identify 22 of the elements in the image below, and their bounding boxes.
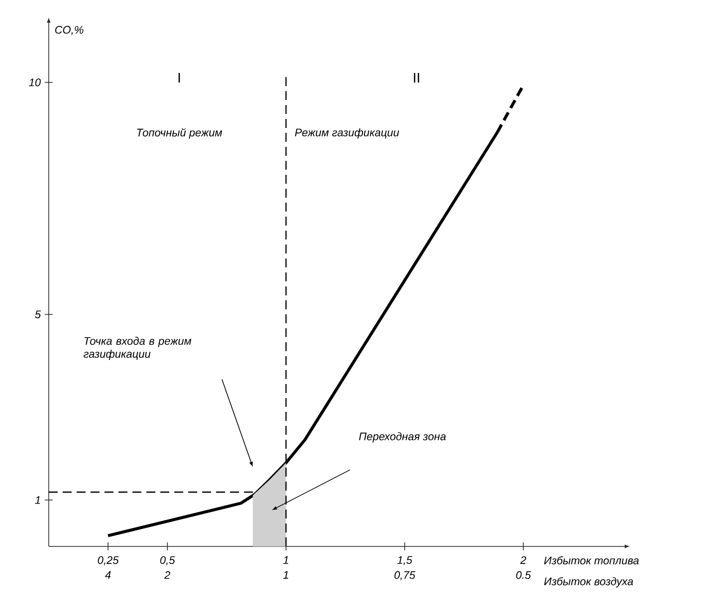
annotation: Режим газификации — [294, 128, 400, 139]
y-tick-label: 10 — [28, 78, 41, 86]
x-axis-title: Избыток топлива — [544, 556, 639, 564]
x-tick-label: 0,5 — [160, 556, 176, 566]
text: 0.5 — [516, 571, 531, 579]
text: 2 — [164, 571, 170, 579]
annotation: I — [178, 72, 180, 83]
y-axis-title: CO,% — [55, 26, 84, 35]
x-tick-label: 1 — [283, 556, 288, 564]
annotation: Переходная зона — [359, 432, 446, 442]
text: 1 — [283, 571, 288, 579]
text: 0,75 — [394, 571, 416, 580]
x-tick-label: 1,5 — [397, 556, 412, 566]
annotation: II — [414, 72, 420, 83]
annotation: Топочный режим — [137, 128, 222, 139]
x-tick-label: 2 — [520, 556, 526, 564]
annotation: Точка входа в режим газификации — [84, 336, 192, 360]
text: Избыток воздуха — [544, 577, 634, 588]
text: 4 — [105, 571, 111, 579]
y-tick-label: 5 — [35, 310, 41, 318]
x-tick-label: 0,25 — [98, 556, 119, 566]
y-tick-label: 1 — [35, 496, 40, 504]
